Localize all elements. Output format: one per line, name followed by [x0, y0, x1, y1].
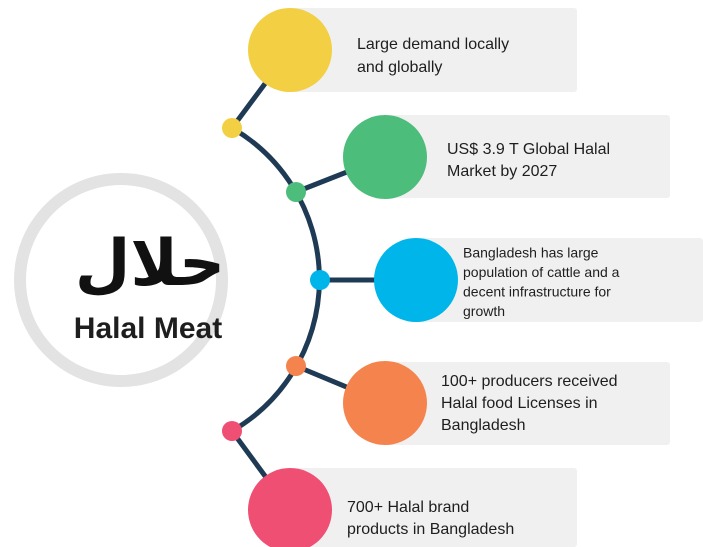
item-text: growth	[463, 303, 505, 319]
item-text: Bangladesh	[441, 417, 526, 434]
item-dot	[310, 270, 330, 290]
item-circle	[248, 468, 332, 547]
item-circle	[248, 8, 332, 92]
item-text: population of cattle and a	[463, 264, 620, 280]
arabic-title: حلال	[75, 227, 225, 299]
text-box	[290, 468, 577, 547]
item-text: decent infrastructure for	[463, 284, 611, 300]
spine	[228, 48, 322, 512]
item-text: Halal food Licenses in	[441, 395, 598, 412]
text-box	[385, 362, 670, 445]
item-text: Large demand locally	[357, 36, 509, 53]
item-text: Bangladesh has large	[463, 245, 599, 261]
item-circle	[343, 361, 427, 445]
text-box	[385, 115, 670, 198]
item-circle	[343, 115, 427, 199]
item-text: US$ 3.9 T Global Halal	[447, 141, 610, 158]
item-text: products in Bangladesh	[347, 521, 514, 538]
item-circle	[374, 238, 458, 322]
item-dot	[222, 421, 242, 441]
item-dot	[286, 356, 306, 376]
text-box	[290, 8, 577, 92]
item-dot	[222, 118, 242, 138]
item-text: Market by 2027	[447, 163, 557, 180]
item-text: 700+ Halal brand	[347, 499, 469, 516]
center-disc	[26, 185, 216, 375]
text-box	[416, 238, 703, 322]
center-title: Halal Meat	[74, 312, 222, 345]
item-text: 100+ producers received	[441, 373, 618, 390]
item-dot	[286, 182, 306, 202]
item-text: and globally	[357, 59, 442, 76]
